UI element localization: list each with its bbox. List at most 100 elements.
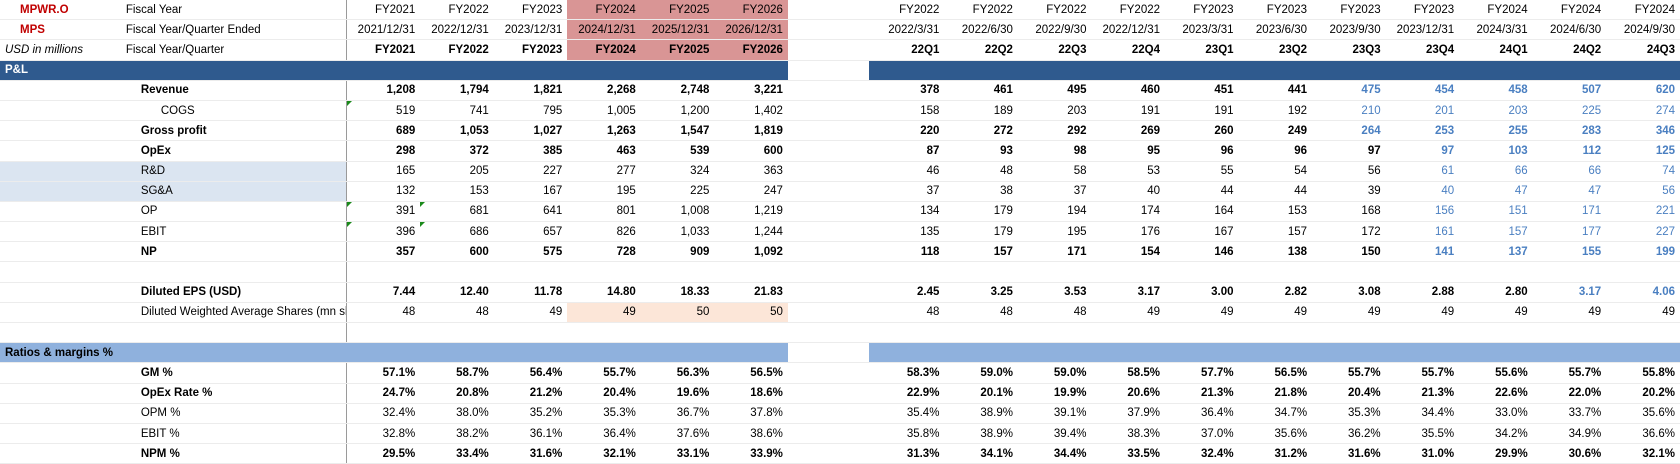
empty-cell[interactable] <box>1532 261 1607 283</box>
empty-cell[interactable] <box>1017 322 1092 344</box>
quarter-value-cell[interactable]: 36.6% <box>1606 423 1680 445</box>
fy-value-cell[interactable]: 165 <box>346 161 421 182</box>
quarter-value-cell[interactable]: 48 <box>944 161 1018 182</box>
quarter-value-cell[interactable]: 201 <box>1385 100 1460 122</box>
quarter-value-cell[interactable]: 21.3% <box>1165 383 1239 404</box>
fy-value-cell[interactable]: 195 <box>567 181 641 202</box>
empty-cell[interactable] <box>1459 261 1533 283</box>
quarter-value-cell[interactable]: 507 <box>1532 80 1607 101</box>
quarter-value-cell[interactable]: 61 <box>1385 161 1460 182</box>
quarter-value-cell[interactable]: 292 <box>1017 120 1092 142</box>
fy-value-cell[interactable]: 20.8% <box>420 383 494 404</box>
quarter-value-cell[interactable]: 177 <box>1532 221 1607 243</box>
quarter-value-cell[interactable]: 34.4% <box>1017 443 1092 464</box>
quarter-value-cell[interactable]: 34.1% <box>944 443 1018 464</box>
row-label-np[interactable]: NP <box>120 241 348 263</box>
quarter-value-cell[interactable]: 458 <box>1459 80 1533 101</box>
fy-value-cell[interactable]: 37.6% <box>640 423 715 445</box>
quarter-value-cell[interactable]: 31.0% <box>1385 443 1460 464</box>
quarter-value-cell[interactable]: 176 <box>1091 221 1166 243</box>
empty-cell[interactable] <box>1312 322 1386 344</box>
fy-value-cell[interactable]: 801 <box>567 201 641 223</box>
quarter-value-cell[interactable]: 620 <box>1606 80 1680 101</box>
quarter-value-cell[interactable]: 3.17 <box>1091 282 1166 303</box>
quarter-value-cell[interactable]: 56 <box>1312 161 1386 182</box>
fy-value-cell[interactable]: 205 <box>420 161 494 182</box>
quarter-value-cell[interactable]: 47 <box>1532 181 1607 202</box>
row-spacer-cell[interactable] <box>0 221 121 243</box>
fy-value-cell[interactable]: 37.8% <box>714 403 788 424</box>
header-r3-fy-cell[interactable]: FY2024 <box>567 39 641 61</box>
fy-value-cell[interactable]: 1,219 <box>714 201 788 223</box>
empty-cell[interactable] <box>1532 322 1607 344</box>
fy-value-cell[interactable]: 49 <box>493 302 568 324</box>
quarter-value-cell[interactable]: 36.2% <box>1312 423 1386 445</box>
header-r3-q-cell[interactable]: 23Q1 <box>1165 39 1239 61</box>
quarter-value-cell[interactable]: 96 <box>1238 140 1313 162</box>
quarter-value-cell[interactable]: 454 <box>1385 80 1460 101</box>
quarter-value-cell[interactable]: 47 <box>1459 181 1533 202</box>
quarter-value-cell[interactable]: 37 <box>868 181 945 202</box>
quarter-value-cell[interactable]: 22.6% <box>1459 383 1533 404</box>
empty-cell[interactable] <box>1238 322 1313 344</box>
quarter-value-cell[interactable]: 274 <box>1606 100 1680 122</box>
empty-cell[interactable] <box>493 261 568 283</box>
quarter-value-cell[interactable]: 34.9% <box>1532 423 1607 445</box>
quarter-value-cell[interactable]: 56.5% <box>1238 362 1313 384</box>
empty-cell[interactable] <box>640 322 715 344</box>
row-spacer-cell[interactable] <box>0 120 121 142</box>
fy-value-cell[interactable]: 741 <box>420 100 494 122</box>
fy-value-cell[interactable]: 1,547 <box>640 120 715 142</box>
fy-value-cell[interactable]: 519 <box>346 100 421 122</box>
header-r2-q-cell[interactable]: 2023/9/30 <box>1312 19 1386 41</box>
empty-cell[interactable] <box>1385 261 1460 283</box>
row-spacer-cell[interactable] <box>0 403 121 424</box>
empty-cell[interactable] <box>640 261 715 283</box>
header-r3-fy-cell[interactable]: FY2026 <box>714 39 788 61</box>
quarter-value-cell[interactable]: 48 <box>1017 302 1092 324</box>
fy-value-cell[interactable]: 1,819 <box>714 120 788 142</box>
fy-value-cell[interactable]: 225 <box>640 181 715 202</box>
quarter-value-cell[interactable]: 157 <box>1459 221 1533 243</box>
quarter-value-cell[interactable]: 118 <box>868 241 945 263</box>
fy-value-cell[interactable]: 357 <box>346 241 421 263</box>
quarter-value-cell[interactable]: 66 <box>1532 161 1607 182</box>
quarter-value-cell[interactable]: 31.3% <box>868 443 945 464</box>
row-label-shares[interactable]: Diluted Weighted Average Shares (mn shar… <box>120 302 348 324</box>
empty-cell[interactable] <box>420 261 494 283</box>
fy-value-cell[interactable]: 575 <box>493 241 568 263</box>
header-r3-q-cell[interactable]: 23Q4 <box>1385 39 1460 61</box>
fy-value-cell[interactable]: 36.4% <box>567 423 641 445</box>
quarter-value-cell[interactable]: 55.7% <box>1385 362 1460 384</box>
fy-value-cell[interactable]: 372 <box>420 140 494 162</box>
header-r2-col0[interactable]: MPS <box>0 19 121 41</box>
quarter-value-cell[interactable]: 135 <box>868 221 945 243</box>
quarter-value-cell[interactable]: 20.6% <box>1091 383 1166 404</box>
quarter-value-cell[interactable]: 451 <box>1165 80 1239 101</box>
fy-value-cell[interactable]: 1,208 <box>346 80 421 101</box>
empty-cell[interactable] <box>714 261 788 283</box>
fy-value-cell[interactable]: 385 <box>493 140 568 162</box>
quarter-value-cell[interactable]: 35.3% <box>1312 403 1386 424</box>
quarter-value-cell[interactable]: 96 <box>1165 140 1239 162</box>
quarter-value-cell[interactable]: 194 <box>1017 201 1092 223</box>
quarter-value-cell[interactable]: 34.7% <box>1238 403 1313 424</box>
quarter-value-cell[interactable]: 29.9% <box>1459 443 1533 464</box>
fy-value-cell[interactable]: 1,794 <box>420 80 494 101</box>
fy-value-cell[interactable]: 686 <box>420 221 494 243</box>
quarter-value-cell[interactable]: 20.1% <box>944 383 1018 404</box>
row-spacer-cell[interactable] <box>0 443 121 464</box>
fy-value-cell[interactable]: 1,244 <box>714 221 788 243</box>
empty-cell[interactable] <box>567 322 641 344</box>
header-r1-q-cell[interactable]: FY2022 <box>1091 0 1166 21</box>
quarter-value-cell[interactable]: 134 <box>868 201 945 223</box>
quarter-value-cell[interactable]: 33.5% <box>1091 443 1166 464</box>
fy-value-cell[interactable]: 55.7% <box>567 362 641 384</box>
fy-value-cell[interactable]: 12.40 <box>420 282 494 303</box>
header-r2-q-cell[interactable]: 2022/12/31 <box>1091 19 1166 41</box>
fy-value-cell[interactable]: 657 <box>493 221 568 243</box>
quarter-value-cell[interactable]: 161 <box>1385 221 1460 243</box>
fy-value-cell[interactable]: 19.6% <box>640 383 715 404</box>
header-r1-q-cell[interactable]: FY2023 <box>1238 0 1313 21</box>
quarter-value-cell[interactable]: 37.0% <box>1165 423 1239 445</box>
